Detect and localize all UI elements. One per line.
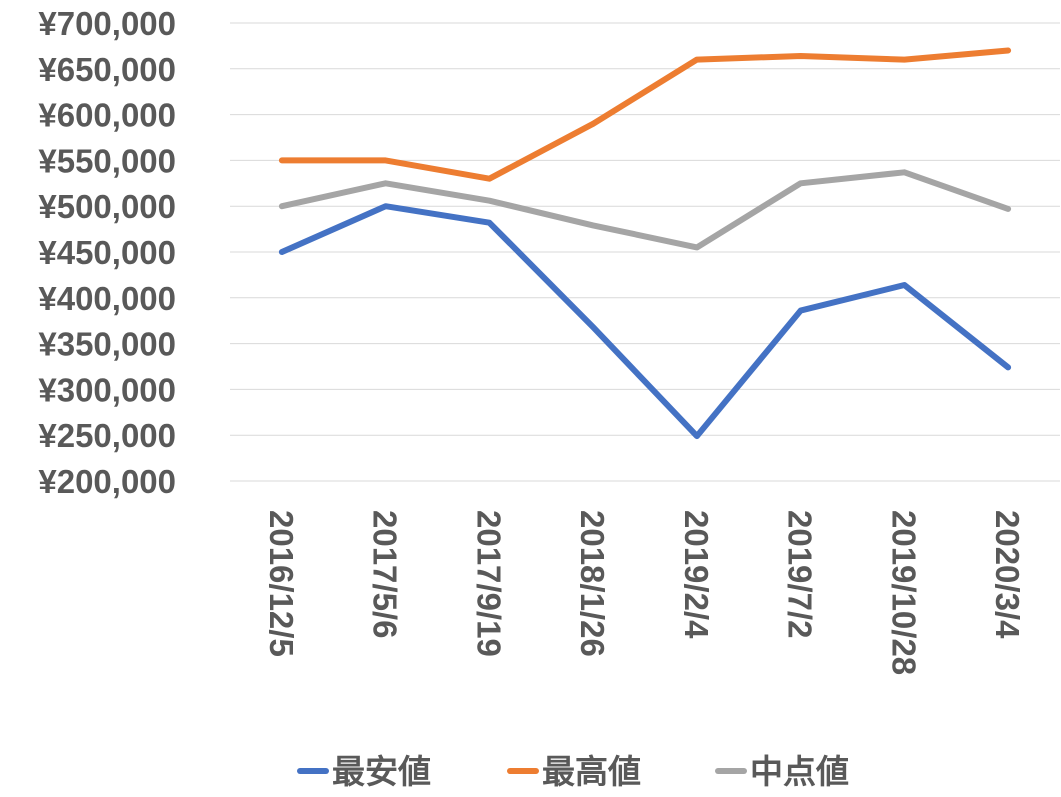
x-tick-label: 2019/7/2 [782, 510, 819, 638]
x-tick-label: 2019/2/4 [678, 510, 715, 639]
x-tick-label: 2019/10/28 [885, 510, 922, 675]
y-tick-label: ¥300,000 [38, 371, 176, 408]
x-tick-label: 2017/5/6 [367, 510, 404, 638]
series-line-0 [278, 203, 1012, 440]
legend-label: 最高値 [542, 752, 641, 791]
y-axis-tick-labels: ¥700,000 ¥650,000 ¥600,000 ¥550,000 ¥500,000… [38, 5, 176, 500]
legend-label: 最安値 [332, 752, 431, 791]
series-lines [278, 47, 1012, 440]
y-tick-label: ¥700,000 [38, 5, 176, 42]
legend: 最安値 最高値 中点値 [297, 752, 849, 791]
y-tick-label: ¥200,000 [38, 463, 176, 500]
y-tick-label: ¥500,000 [38, 188, 176, 225]
series-line-1 [278, 47, 1012, 182]
y-tick-label: ¥600,000 [38, 97, 176, 134]
x-axis-tick-labels: 2016/12/5 2017/5/6 2017/9/19 2018/1/26 2019/… [263, 510, 1026, 675]
y-tick-label: ¥450,000 [38, 234, 176, 271]
y-tick-label: ¥550,000 [38, 142, 176, 179]
gridlines [230, 22, 1060, 482]
series-line-2 [278, 169, 1012, 251]
x-tick-label: 2018/1/26 [574, 510, 611, 657]
y-tick-label: ¥650,000 [38, 51, 176, 88]
x-tick-label: 2016/12/5 [263, 510, 300, 657]
y-tick-label: ¥250,000 [38, 417, 176, 454]
x-tick-label: 2017/9/19 [470, 510, 507, 657]
y-tick-label: ¥400,000 [38, 280, 176, 317]
y-tick-label: ¥350,000 [38, 326, 176, 363]
legend-label: 中点値 [750, 752, 849, 791]
x-tick-label: 2020/3/4 [989, 510, 1026, 639]
